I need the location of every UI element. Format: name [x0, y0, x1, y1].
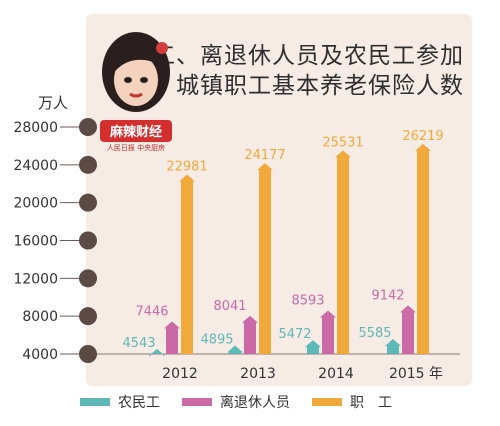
legend-swatch — [80, 398, 110, 406]
data-label: 8041 — [213, 299, 246, 314]
x-tick-label: 2015 年 — [389, 366, 443, 382]
y-tick-label: 20000 — [13, 196, 58, 212]
y-axis-unit-label: 万人 — [38, 94, 69, 112]
bar-workers — [415, 143, 431, 354]
legend-item-retirees: 离退休人员 — [182, 392, 290, 412]
legend-swatch — [312, 398, 342, 406]
legend-label: 农民工 — [118, 395, 160, 411]
chart-legend: 农民工 离退休人员 职 工 — [80, 392, 392, 412]
data-label: 5585 — [358, 326, 391, 341]
bar-migrant-workers — [149, 348, 165, 356]
legend-label: 离退休人员 — [220, 395, 290, 411]
y-tick-label: 28000 — [13, 120, 58, 136]
x-tick-label: 2012 — [162, 366, 198, 382]
bar-workers — [179, 174, 195, 354]
y-tick-label: 24000 — [13, 158, 58, 174]
data-label: 24177 — [244, 148, 285, 163]
logo-sub-text: 人民日报 中央厨房 — [107, 143, 165, 152]
x-tick-label: 2014 — [318, 366, 354, 382]
bar-workers — [257, 163, 273, 354]
y-tick-marker — [79, 307, 97, 326]
y-tick-label: 16000 — [13, 234, 58, 250]
y-tick-marker — [79, 118, 97, 136]
bar-workers — [335, 150, 351, 354]
chart-title-line-2: 城镇职工基本养老保险人数 — [176, 73, 464, 99]
x-tick-label: 2013 — [240, 366, 276, 382]
y-tick-marker — [79, 231, 97, 250]
data-label: 22981 — [166, 159, 207, 174]
bar-retirees — [242, 315, 258, 354]
data-label: 5472 — [278, 327, 311, 342]
y-tick-label: 8000 — [22, 309, 58, 325]
bar-migrant-workers — [385, 339, 401, 354]
chart-title-line-1: 职工、离退休人员及农民工参加 — [128, 43, 464, 69]
bar-retirees — [164, 321, 180, 354]
y-tick-marker — [79, 193, 97, 212]
y-tick-marker — [79, 155, 97, 174]
data-label: 26219 — [402, 129, 443, 144]
logo-main-text: 麻辣财经 — [109, 124, 162, 140]
data-label: 7446 — [135, 304, 168, 319]
data-label: 4543 — [122, 336, 155, 351]
data-label: 8593 — [291, 294, 324, 309]
bar-migrant-workers — [305, 340, 321, 354]
y-tick-marker — [79, 345, 97, 363]
bar-retirees — [320, 310, 336, 354]
data-label: 25531 — [322, 135, 363, 150]
legend-label: 职 工 — [350, 395, 392, 411]
bar-retirees — [400, 305, 416, 354]
data-label: 9142 — [371, 288, 404, 303]
mascot-logo: 麻辣财经 人民日报 中央厨房 — [100, 32, 172, 152]
y-tick-label: 12000 — [13, 271, 58, 287]
legend-item-migrant-workers: 农民工 — [80, 392, 160, 412]
legend-item-workers: 职 工 — [312, 392, 392, 412]
data-label: 4895 — [200, 333, 233, 348]
y-tick-label: 4000 — [22, 347, 58, 363]
y-tick-marker — [79, 269, 97, 288]
bar-migrant-workers — [227, 345, 243, 354]
legend-swatch — [182, 398, 212, 406]
